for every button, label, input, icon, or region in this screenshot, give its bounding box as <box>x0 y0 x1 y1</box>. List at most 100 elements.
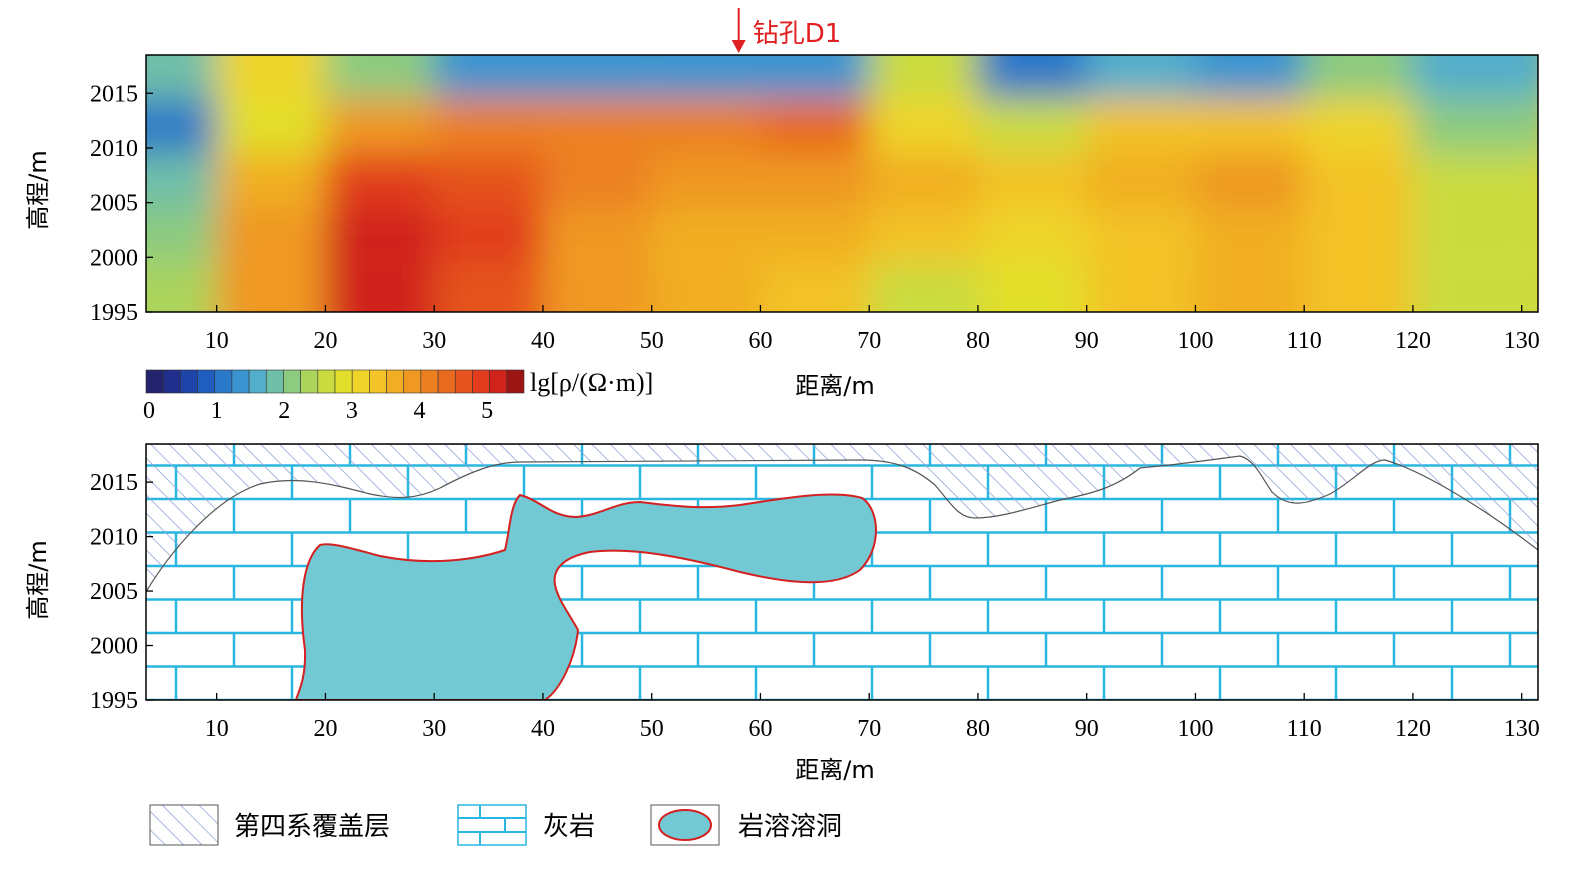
x-tick-label: 10 <box>205 716 229 742</box>
heatmap-cell <box>542 208 652 263</box>
heatmap-cell <box>1195 208 1305 263</box>
heatmap-cell <box>1412 262 1538 312</box>
colorbar-swatch <box>231 369 250 394</box>
top-x-axis-title: 距离/m <box>795 372 874 400</box>
heatmap-cell <box>146 55 217 99</box>
y-tick-label: 2010 <box>90 136 138 162</box>
bottom-y-ticks: 1995 2000 2005 2010 2015 <box>90 470 153 714</box>
x-tick-label: 60 <box>748 328 772 354</box>
colorbar-swatch <box>300 369 319 394</box>
heatmap-cell <box>869 98 978 154</box>
heatmap-cell <box>1086 262 1196 312</box>
heatmap-cell <box>1304 153 1413 209</box>
x-tick-label: 20 <box>313 328 337 354</box>
overburden-swatch <box>149 804 219 846</box>
colorbar-tick-label: 0 <box>143 398 155 424</box>
colorbar: 0 1 2 3 4 5 lg[ρ/(Ω·m)] <box>143 368 653 424</box>
top-y-axis-title: 高程/m <box>24 150 52 229</box>
cave-swatch <box>658 809 712 841</box>
heatmap-cell <box>1412 153 1538 209</box>
colorbar-swatch <box>369 369 387 394</box>
heatmap-cell <box>1086 153 1196 209</box>
heatmap-cell <box>760 55 870 99</box>
colorbar-swatch <box>145 369 164 394</box>
heatmap-cell <box>1195 98 1305 154</box>
heatmap-cell <box>977 153 1087 209</box>
legend-item-cave: 岩溶溶洞 <box>650 804 842 846</box>
borehole-label: 钻孔D1 <box>753 19 842 49</box>
heatmap-cell <box>1412 208 1538 263</box>
heatmap-cell <box>216 262 326 312</box>
heatmap-cell <box>651 55 761 99</box>
heatmap-cell <box>434 262 543 312</box>
heatmap-cell <box>760 98 870 154</box>
colorbar-swatch <box>214 369 233 394</box>
heatmap-cell <box>1195 153 1305 209</box>
karst-cave <box>294 493 877 700</box>
colorbar-tick-label: 3 <box>346 398 358 424</box>
x-tick-label: 90 <box>1075 328 1099 354</box>
colorbar-swatch <box>472 369 490 394</box>
y-tick-label: 2015 <box>90 470 138 496</box>
resistivity-frame <box>145 54 1539 313</box>
colorbar-swatch <box>351 369 370 394</box>
heatmap-cell <box>977 262 1087 312</box>
legend-label-limestone: 灰岩 <box>543 812 595 842</box>
top-y-ticks: 1995 2000 2005 2010 2015 <box>90 81 153 326</box>
colorbar-swatch <box>420 369 439 394</box>
heatmap-cell <box>1086 208 1196 263</box>
heatmap-cell <box>434 55 543 99</box>
x-tick-label: 120 <box>1395 716 1431 742</box>
limestone-swatch <box>457 804 527 846</box>
colorbar-swatches <box>145 369 525 394</box>
heatmap-cell <box>542 262 652 312</box>
colorbar-tick-label: 2 <box>278 398 290 424</box>
colorbar-swatch <box>265 369 284 394</box>
heatmap-cell <box>1304 55 1413 99</box>
heatmap-cell <box>1304 208 1413 263</box>
colorbar-swatch <box>489 369 508 394</box>
x-tick-label: 130 <box>1504 716 1540 742</box>
y-tick-label: 2010 <box>90 525 138 551</box>
x-tick-label: 50 <box>640 716 664 742</box>
bottom-y-axis-title: 高程/m <box>24 540 52 619</box>
colorbar-swatch <box>386 369 405 394</box>
heatmap-cell <box>434 153 543 209</box>
x-tick-label: 70 <box>857 328 881 354</box>
x-tick-label: 60 <box>748 716 772 742</box>
heatmap-cell <box>146 98 217 154</box>
colorbar-swatch <box>334 369 353 394</box>
colorbar-swatch <box>506 369 525 394</box>
heatmap-cell <box>216 55 326 99</box>
heatmap-cell <box>434 98 543 154</box>
legend-label-cave: 岩溶溶洞 <box>738 812 842 842</box>
x-tick-label: 70 <box>857 716 881 742</box>
x-tick-label: 100 <box>1177 328 1213 354</box>
heatmap-cell <box>325 208 435 263</box>
legend-label-overburden: 第四系覆盖层 <box>234 812 390 842</box>
colorbar-swatch <box>454 369 473 394</box>
x-tick-label: 40 <box>531 716 555 742</box>
heatmap-cell <box>542 55 652 99</box>
x-tick-label: 20 <box>313 716 337 742</box>
y-tick-label: 2005 <box>90 191 138 217</box>
x-tick-label: 80 <box>966 328 990 354</box>
heatmap-cell <box>1086 98 1196 154</box>
legend-item-limestone: 灰岩 <box>457 804 595 846</box>
heatmap-cell <box>216 98 326 154</box>
heatmap-cell <box>869 262 978 312</box>
colorbar-swatch <box>317 369 336 394</box>
heatmap-cell <box>216 208 326 263</box>
y-tick-label: 2005 <box>90 579 138 605</box>
colorbar-swatch <box>180 369 198 394</box>
x-tick-label: 80 <box>966 716 990 742</box>
colorbar-ticks: 0 1 2 3 4 5 <box>143 398 493 424</box>
x-tick-label: 40 <box>531 328 555 354</box>
heatmap-cell <box>760 262 870 312</box>
x-tick-label: 130 <box>1504 328 1540 354</box>
heatmap-cell <box>977 98 1087 154</box>
heatmap-cell <box>760 153 870 209</box>
colorbar-swatch <box>283 369 301 394</box>
heatmap-cell <box>977 55 1087 99</box>
